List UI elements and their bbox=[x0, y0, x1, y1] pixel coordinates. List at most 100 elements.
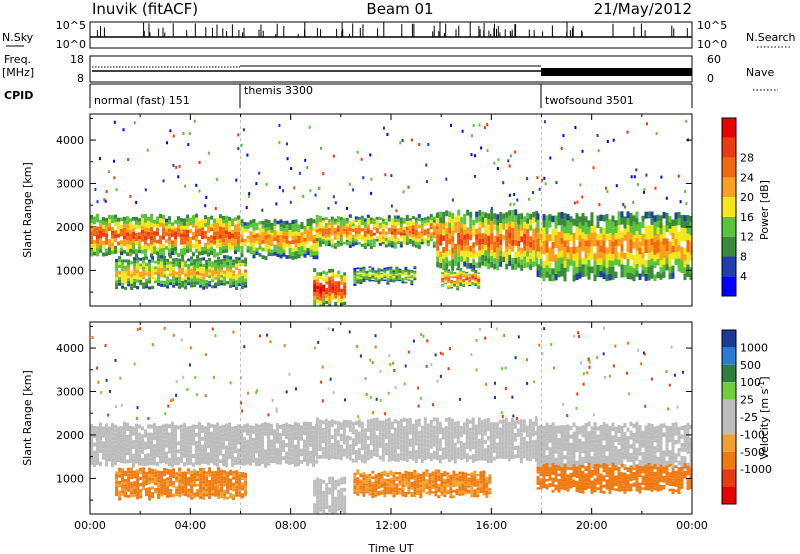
scatter-cell bbox=[519, 454, 523, 459]
scatter-cell bbox=[638, 446, 642, 452]
scatter-cell bbox=[258, 424, 261, 429]
scatter-cell bbox=[219, 429, 222, 434]
scatter-cell bbox=[288, 229, 292, 234]
scatter-cell bbox=[168, 240, 171, 245]
scatter-cell bbox=[499, 233, 503, 240]
scatter-cell bbox=[677, 447, 681, 453]
scatter-cell bbox=[144, 453, 147, 458]
scatter-cell bbox=[261, 255, 265, 259]
scatter-cell bbox=[169, 491, 173, 495]
scatter-cell bbox=[115, 283, 119, 287]
scatter-cell bbox=[213, 424, 216, 429]
scatter-cell bbox=[324, 243, 328, 247]
scatter-cell bbox=[387, 227, 391, 231]
scatter-cell bbox=[201, 460, 204, 464]
scatter-cell bbox=[445, 257, 449, 263]
scatter-cell bbox=[168, 252, 171, 257]
scatter-cell bbox=[525, 452, 529, 457]
scatter-cell bbox=[199, 266, 203, 270]
scatter-cell bbox=[465, 278, 469, 281]
scatter-cell bbox=[340, 288, 344, 293]
scatter-cell bbox=[114, 432, 117, 437]
scatter-cell bbox=[578, 462, 582, 467]
scatter-cell bbox=[483, 431, 487, 436]
scatter-cell bbox=[390, 218, 394, 222]
scatter-cell bbox=[448, 238, 452, 245]
scatter-cell bbox=[157, 484, 161, 488]
scatter-cell bbox=[545, 459, 549, 465]
scatter-cell bbox=[175, 486, 179, 489]
scatter-cell bbox=[396, 453, 400, 458]
scatter-cell bbox=[668, 454, 672, 459]
scatter-cell bbox=[508, 210, 512, 216]
power-colorbar-tick: 20 bbox=[740, 191, 754, 204]
scatter-cell bbox=[121, 285, 125, 289]
scatter-cell bbox=[126, 435, 129, 440]
scatter-cell bbox=[193, 472, 197, 476]
scatter-cell bbox=[420, 225, 424, 229]
scatter-cell bbox=[653, 254, 657, 262]
scatter-cell bbox=[159, 213, 162, 219]
scatter-cell bbox=[336, 225, 340, 229]
scatter-cell bbox=[365, 270, 369, 272]
scatter-cell bbox=[398, 268, 402, 271]
scatter-cell bbox=[309, 455, 312, 460]
scatter-cell bbox=[264, 247, 268, 252]
scatter-cell bbox=[93, 251, 96, 256]
scatter-cell bbox=[163, 262, 167, 266]
scatter-cell bbox=[408, 231, 412, 234]
scatter-cell bbox=[572, 260, 576, 268]
scatter-cell bbox=[321, 241, 325, 245]
scatter-cell bbox=[216, 231, 219, 236]
scatter-cell bbox=[321, 420, 325, 425]
scatter-cell bbox=[172, 270, 176, 273]
scatter-cell bbox=[575, 273, 579, 281]
scatter-cell bbox=[126, 426, 129, 431]
scatter-cell bbox=[145, 490, 149, 494]
scatter-cell bbox=[193, 275, 197, 279]
scatter-cell bbox=[386, 267, 390, 269]
scatter-cell bbox=[413, 278, 417, 281]
scatter-cell bbox=[650, 449, 654, 454]
scatter-cell bbox=[668, 216, 672, 223]
scatter-cell bbox=[90, 214, 93, 220]
scatter-cell bbox=[228, 438, 231, 443]
scatter-cell bbox=[459, 441, 463, 445]
scatter-cell bbox=[599, 233, 603, 240]
scatter-cell bbox=[267, 444, 270, 449]
scatter-cell bbox=[499, 244, 503, 251]
scatter-cell bbox=[611, 443, 615, 448]
scatter-cell bbox=[270, 451, 273, 456]
scatter-cell bbox=[560, 244, 564, 251]
scatter-cell bbox=[578, 426, 582, 431]
scatter-cell bbox=[390, 437, 394, 442]
scatter-cell bbox=[157, 282, 161, 286]
scatter-cell bbox=[528, 427, 532, 432]
scatter-cell bbox=[99, 431, 102, 436]
scatter-cell bbox=[228, 426, 231, 431]
scatter-cell bbox=[444, 270, 448, 272]
scatter-cell bbox=[590, 232, 594, 240]
scatter-cell bbox=[554, 461, 558, 466]
scatter-cell bbox=[93, 434, 96, 439]
scatter-point bbox=[581, 149, 584, 153]
scatter-cell bbox=[405, 444, 409, 450]
scatter-cell bbox=[306, 443, 309, 449]
scatter-cell bbox=[380, 278, 384, 281]
scatter-cell bbox=[386, 274, 390, 276]
scatter-cell bbox=[384, 221, 388, 226]
scatter-cell bbox=[132, 224, 135, 229]
scatter-point bbox=[207, 151, 210, 155]
scatter-cell bbox=[396, 420, 400, 425]
scatter-cell bbox=[342, 220, 346, 224]
scatter-cell bbox=[545, 436, 549, 442]
scatter-cell bbox=[566, 424, 570, 429]
scatter-cell bbox=[169, 494, 173, 498]
power-colorbar-swatch bbox=[722, 256, 736, 277]
scatter-cell bbox=[196, 261, 200, 265]
scatter-cell bbox=[635, 237, 639, 245]
scatter-cell bbox=[641, 258, 645, 265]
scatter-cell bbox=[222, 462, 225, 467]
scatter-cell bbox=[381, 432, 385, 437]
scatter-cell bbox=[408, 223, 412, 226]
